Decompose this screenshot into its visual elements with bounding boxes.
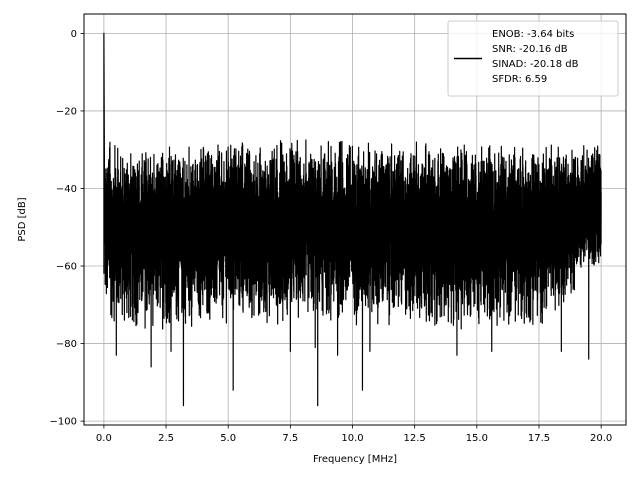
legend-line: ENOB: -3.64 bits (492, 29, 574, 40)
x-tick-label: 20.0 (590, 433, 612, 444)
legend-line: SFDR: 6.59 (492, 74, 547, 85)
axis-ticks: 0.0 2.5 5.0 7.5 10.0 12.5 15.0 17.5 20.0 0 −20 −40 −… (50, 29, 613, 444)
y-tick-label: −60 (56, 262, 77, 273)
x-tick-label: 17.5 (528, 433, 550, 444)
legend-line: SNR: -20.16 dB (492, 44, 568, 55)
legend-line: SINAD: -20.18 dB (492, 59, 579, 70)
psd-series (103, 32, 602, 407)
y-tick-label: −40 (56, 184, 77, 195)
x-tick-label: 0.0 (96, 433, 112, 444)
x-tick-label: 15.0 (466, 433, 488, 444)
x-tick-label: 7.5 (282, 433, 298, 444)
y-axis-label: PSD [dB] (17, 197, 28, 241)
y-tick-label: 0 (71, 29, 77, 40)
legend-box (447, 20, 619, 97)
x-tick-label: 5.0 (220, 433, 236, 444)
y-tick-label: −80 (56, 339, 77, 350)
legend: ENOB: -3.64 bits SNR: -20.16 dB SINAD: -20… (447, 20, 619, 97)
x-tick-label: 2.5 (158, 433, 174, 444)
y-tick-label: −20 (56, 106, 77, 117)
legend-label: ENOB: -3.64 bits SNR: -20.16 dB SINAD: -20… (492, 29, 579, 85)
x-tick-label: 10.0 (341, 433, 363, 444)
psd-line (103, 32, 602, 407)
y-tick-label: −100 (50, 417, 77, 428)
plot-frame (83, 13, 627, 426)
x-axis-label: Frequency [MHz] (313, 454, 397, 465)
x-tick-label: 12.5 (404, 433, 426, 444)
